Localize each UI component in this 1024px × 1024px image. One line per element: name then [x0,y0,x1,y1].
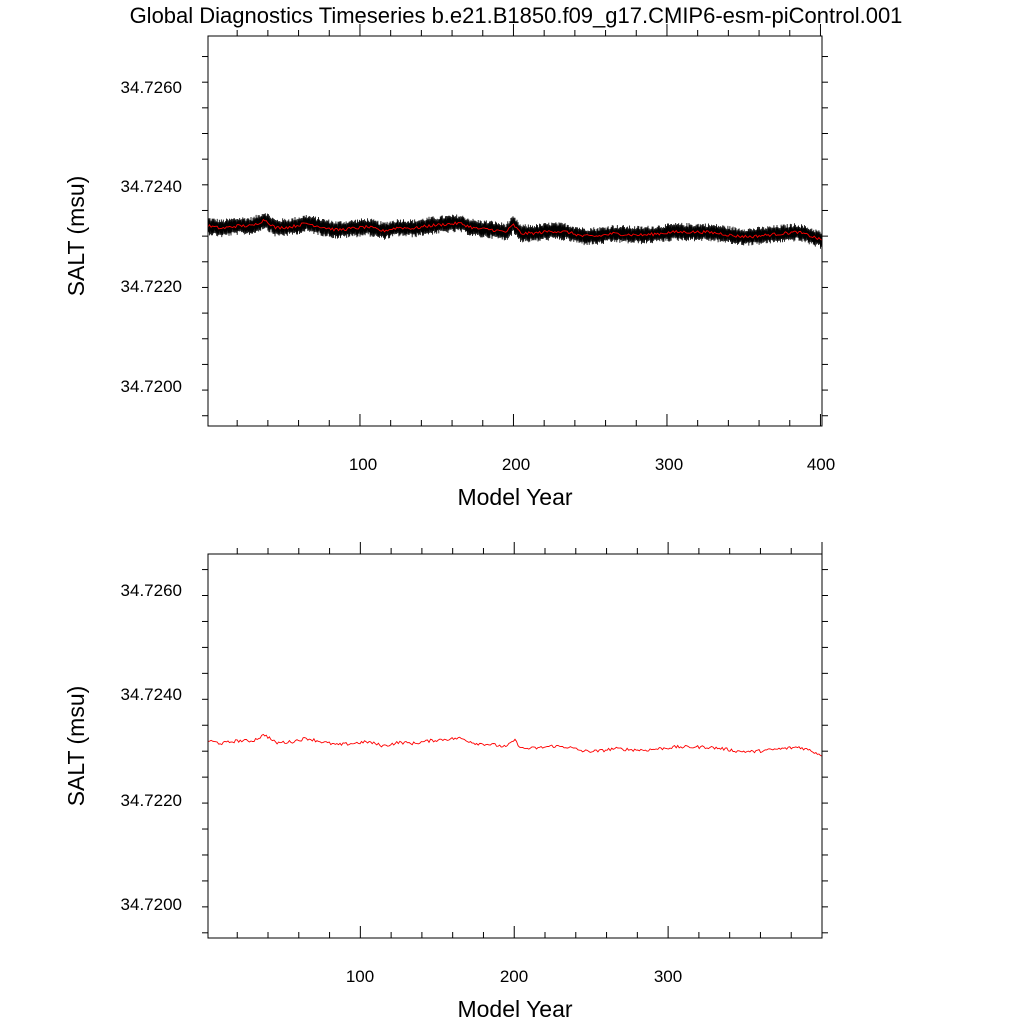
top-monthly-series-line [207,213,823,249]
top-y-tick-label: 34.7220 [121,277,182,296]
top-y-tick-label: 34.7260 [121,78,182,97]
figure-title: Global Diagnostics Timeseries b.e21.B185… [130,3,903,28]
bottom-series-layer [207,733,823,757]
bottom-ticks-layer [202,542,828,938]
bottom-x-axis-label: Model Year [457,996,572,1022]
bottom-y-tick-label: 34.7240 [121,685,182,704]
top-y-tick-label: 34.7240 [121,177,182,196]
top-x-tick-label: 100 [349,455,377,474]
bottom-x-tick-label: 300 [654,967,682,986]
bottom-plot-frame [207,553,823,939]
top-y-tick-label: 34.7200 [121,377,182,396]
bottom-y-tick-label: 34.7200 [121,895,182,914]
top-x-tick-label: 200 [502,455,530,474]
bottom-annual-series-line [207,733,823,757]
top-y-axis-label: SALT (msu) [63,176,89,297]
bottom-timeseries-panel: 100 200 300 34.7200 34.7220 34.7240 34.7… [63,542,828,1022]
top-series-layer [207,213,823,249]
top-x-axis-label: Model Year [457,484,572,510]
bottom-y-axis-label: SALT (msu) [63,686,89,807]
bottom-x-tick-label: 100 [346,967,374,986]
top-x-tick-label: 400 [807,455,835,474]
top-timeseries-panel: 100 200 300 400 34.7200 34.7220 34.7240 … [63,24,835,510]
top-ticks-layer [202,24,828,426]
bottom-y-tick-label: 34.7260 [121,581,182,600]
top-annual-series-line [207,218,823,241]
bottom-x-tick-label: 200 [500,967,528,986]
top-plot-frame [207,35,823,427]
top-x-tick-label: 300 [655,455,683,474]
bottom-y-tick-label: 34.7220 [121,791,182,810]
